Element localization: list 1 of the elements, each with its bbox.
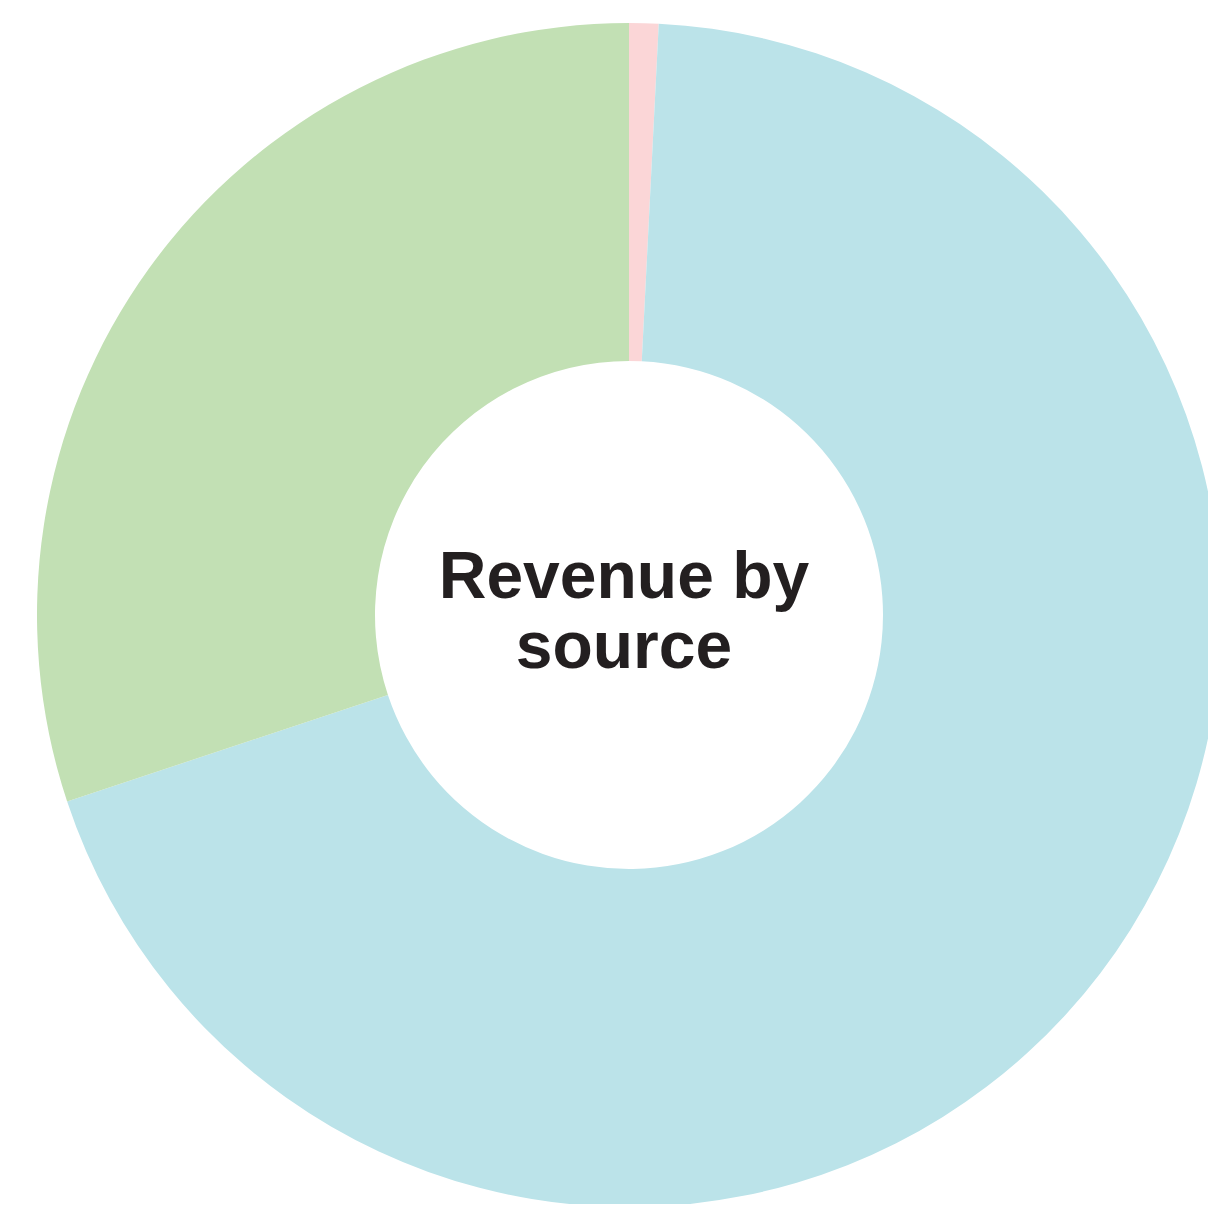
text: Revenue by source <box>437 537 811 684</box>
